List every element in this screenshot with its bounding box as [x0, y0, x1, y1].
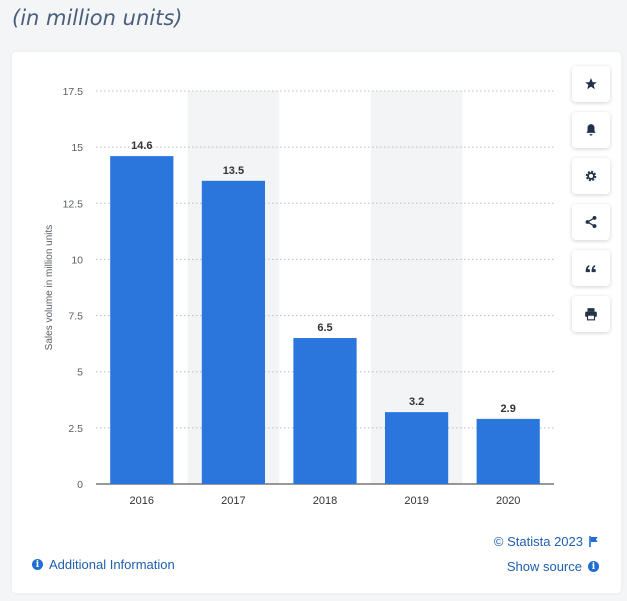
y-tick-label: 10	[71, 254, 83, 266]
bar	[201, 180, 266, 485]
y-tick-label: 7.5	[68, 311, 83, 323]
bar	[384, 412, 449, 484]
settings-button[interactable]	[572, 158, 610, 194]
cite-button[interactable]	[572, 250, 610, 286]
x-tick-label: 2017	[221, 495, 245, 507]
statista-copyright: © Statista 2023	[494, 534, 599, 549]
x-tick-label: 2018	[313, 495, 337, 507]
y-tick-label: 0	[77, 479, 83, 491]
quote-icon	[585, 265, 596, 273]
share-icon	[585, 215, 597, 229]
y-tick-label: 5	[77, 367, 83, 379]
additional-information-link[interactable]: i Additional Information	[32, 557, 175, 572]
y-axis-title: Sales volume in million units	[44, 225, 55, 351]
x-tick-label: 2020	[496, 495, 520, 507]
x-tick-label: 2016	[130, 495, 154, 507]
additional-information-label: Additional Information	[49, 557, 175, 572]
info-icon: i	[32, 559, 43, 570]
info-icon: i	[588, 561, 599, 572]
bar-chart: 0 2.5 5 7.5 10 12.5 15 17.5 14.6 2016 13.5 2017 6.5 2…	[44, 86, 554, 507]
favorite-button[interactable]	[572, 66, 610, 102]
data-label: 2.9	[501, 403, 516, 415]
print-icon	[585, 308, 597, 321]
data-label: 14.6	[131, 140, 152, 152]
data-label: 6.5	[317, 322, 332, 334]
bar	[476, 418, 540, 484]
share-button[interactable]	[572, 204, 610, 240]
bar	[293, 338, 357, 484]
bar	[110, 156, 174, 484]
notification-button[interactable]	[572, 112, 610, 148]
copyright-text: © Statista 2023	[493, 534, 583, 549]
gear-icon	[585, 170, 597, 182]
show-source-label: Show source	[506, 559, 582, 574]
y-tick-label: 12.5	[63, 198, 84, 210]
y-tick-label: 2.5	[68, 423, 83, 435]
data-label: 3.2	[409, 396, 424, 408]
data-label: 13.5	[223, 165, 244, 177]
flag-icon[interactable]	[589, 536, 599, 547]
chart-card: 0 2.5 5 7.5 10 12.5 15 17.5 14.6 2016 13.5 2017 6.5 2…	[12, 52, 621, 593]
y-tick-label: 15	[71, 142, 83, 154]
x-tick-label: 2019	[404, 495, 428, 507]
chart-subtitle: (in million units)	[12, 6, 183, 30]
star-icon	[585, 78, 597, 90]
print-button[interactable]	[572, 296, 610, 332]
show-source-link[interactable]: Show source i	[507, 559, 599, 574]
bell-icon	[586, 124, 596, 136]
y-tick-label: 17.5	[63, 86, 84, 98]
